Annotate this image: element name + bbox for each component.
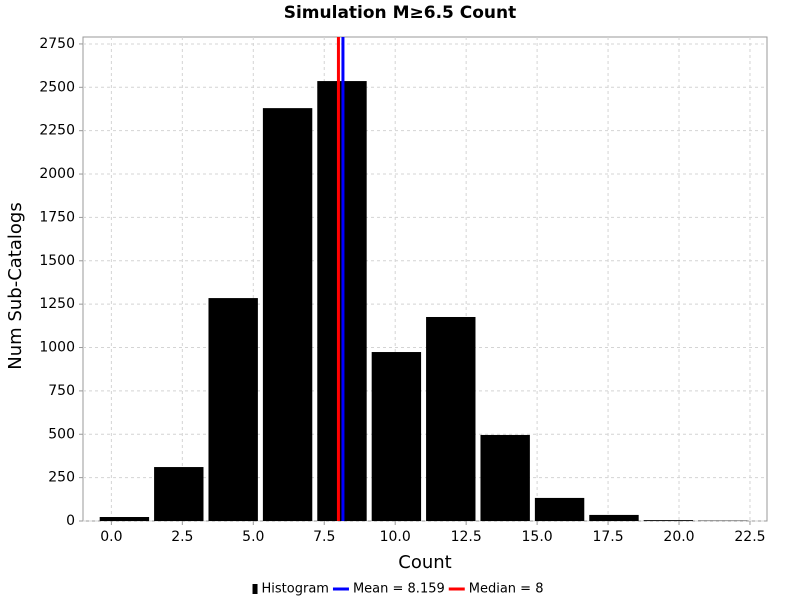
histogram-bar <box>99 517 150 521</box>
legend-label: Mean = 8.159 <box>353 582 445 597</box>
y-tick-label: 2250 <box>39 123 75 139</box>
y-tick-label: 1250 <box>39 296 75 312</box>
x-tick-label: 7.5 <box>313 529 335 545</box>
legend-swatch <box>252 584 258 594</box>
x-tick-label: 20.0 <box>663 529 694 545</box>
x-tick-label: 10.0 <box>380 529 411 545</box>
histogram-bar <box>534 497 585 521</box>
y-tick-label: 750 <box>48 383 75 399</box>
x-tick-label: 0.0 <box>100 529 122 545</box>
y-axis-label: Num Sub-Catalogs <box>5 202 26 369</box>
y-tick-label: 1000 <box>39 340 75 356</box>
x-tick-label: 22.5 <box>734 529 765 545</box>
y-tick-label: 2750 <box>39 36 75 52</box>
x-axis-label: Count <box>398 552 451 573</box>
histogram-bar <box>426 316 476 521</box>
y-tick-label: 1500 <box>39 253 75 269</box>
x-tick-label: 17.5 <box>592 529 623 545</box>
legend-label: Histogram <box>262 582 329 597</box>
y-tick-label: 2000 <box>39 166 75 182</box>
y-tick-label: 0 <box>66 513 75 529</box>
x-tick-label: 2.5 <box>171 529 193 545</box>
histogram-bar <box>589 514 639 521</box>
y-tick-label: 2500 <box>39 79 75 95</box>
plot-area <box>82 36 768 522</box>
x-tick-label: 15.0 <box>522 529 553 545</box>
legend: Histogram Mean = 8.159 Median = 8 <box>252 582 544 597</box>
histogram-bar <box>643 520 694 521</box>
chart-title: Simulation M≥6.5 Count <box>284 3 517 23</box>
histogram-bar <box>371 352 422 521</box>
y-tick-label: 500 <box>48 426 75 442</box>
histogram-bar <box>480 434 530 521</box>
histogram-bar <box>154 467 204 521</box>
y-tick-label: 250 <box>48 470 75 486</box>
y-tick-label: 1750 <box>39 209 75 225</box>
x-tick-label: 12.5 <box>451 529 482 545</box>
legend-label: Median = 8 <box>469 582 544 597</box>
histogram-bar <box>208 298 258 521</box>
x-tick-label: 5.0 <box>242 529 264 545</box>
histogram-bar <box>262 108 313 521</box>
